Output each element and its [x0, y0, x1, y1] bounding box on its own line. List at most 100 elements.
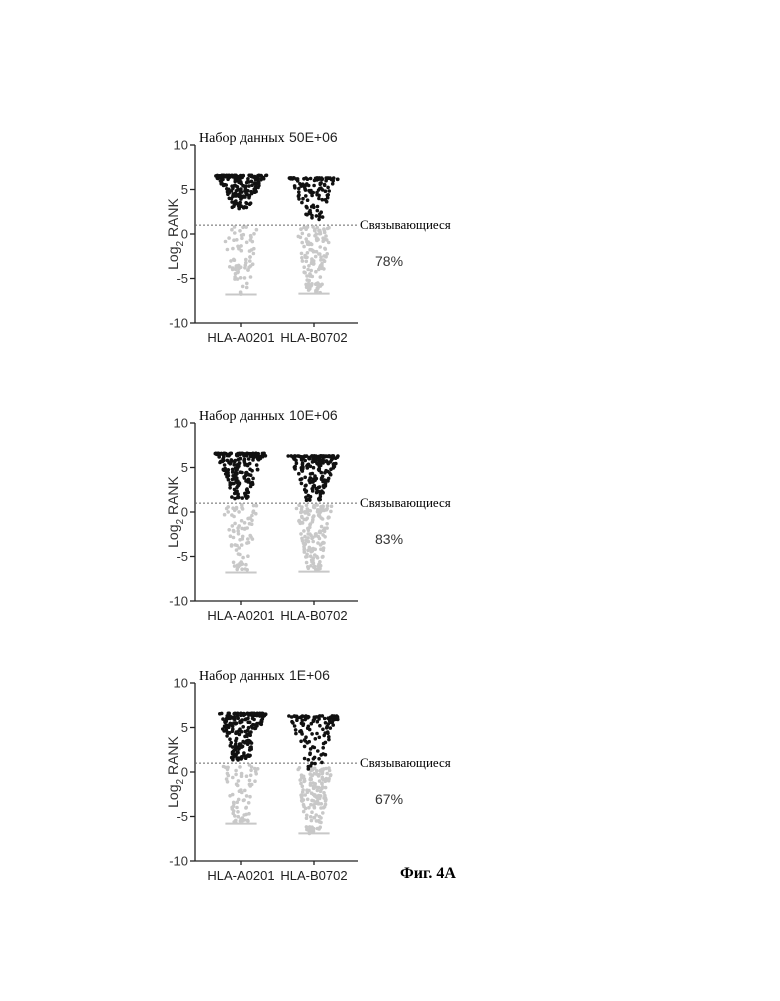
binder-point — [294, 728, 298, 732]
nonbinder-point — [326, 516, 330, 520]
binder-point — [246, 180, 250, 184]
binder-point — [233, 174, 237, 178]
binder-point — [246, 177, 250, 181]
binder-point — [251, 477, 255, 481]
y-tick-label: -5 — [176, 271, 188, 286]
binder-point — [239, 204, 243, 208]
nonbinder-point — [318, 779, 322, 783]
nonbinder-point — [244, 563, 248, 567]
nonbinder-point — [245, 774, 249, 778]
nonbinder-point — [307, 528, 311, 532]
binder-point — [319, 182, 323, 186]
binder-point — [234, 739, 238, 743]
nonbinder-point — [243, 521, 247, 525]
nonbinder-point — [239, 817, 243, 821]
nonbinder-point — [227, 236, 231, 240]
binder-point — [304, 484, 308, 488]
nonbinder-point — [232, 238, 236, 242]
nonbinder-point — [323, 259, 327, 263]
binder-point — [288, 177, 292, 181]
binder-point — [250, 725, 254, 729]
binder-point — [320, 455, 324, 459]
nonbinder-point — [234, 272, 238, 276]
nonbinder-point — [320, 542, 324, 546]
nonbinder-point — [322, 767, 326, 771]
nonbinder-point — [233, 509, 237, 513]
nonbinder-point — [310, 810, 314, 814]
nonbinder-point — [236, 810, 240, 814]
nonbinder-point — [325, 508, 329, 512]
binder-point — [297, 193, 301, 197]
binder-point — [316, 749, 320, 753]
binder-point — [246, 739, 250, 743]
nonbinder-point — [250, 783, 254, 787]
binder-point — [309, 472, 313, 476]
binder-point — [251, 455, 255, 459]
y-tick-label: 5 — [181, 460, 188, 475]
nonbinder-point — [227, 528, 231, 532]
nonbinder-point — [252, 252, 256, 256]
x-tick-label: HLA-A0201 — [207, 330, 274, 345]
nonbinder-point — [237, 552, 241, 556]
nonbinder-point — [311, 275, 315, 279]
nonbinder-point — [324, 803, 328, 807]
binder-point — [242, 475, 246, 479]
binder-point — [217, 454, 221, 458]
binder-point — [236, 751, 240, 755]
nonbinder-point — [246, 517, 250, 521]
nonbinder-point — [243, 527, 247, 531]
binder-point — [304, 194, 308, 198]
binder-point — [253, 175, 257, 179]
binder-point — [313, 756, 317, 760]
binder-point — [306, 198, 310, 202]
nonbinder-point — [305, 816, 309, 820]
nonbinder-point — [314, 255, 318, 259]
nonbinder-point — [242, 233, 246, 237]
nonbinder-point — [324, 799, 328, 803]
nonbinder-point — [232, 802, 236, 806]
binder-point — [238, 733, 242, 737]
binder-point — [299, 716, 303, 720]
binder-point — [235, 730, 239, 734]
binder-point — [253, 189, 257, 193]
nonbinder-point — [304, 255, 308, 259]
nonbinder-point — [223, 513, 227, 517]
binder-point — [314, 737, 318, 741]
binder-point — [321, 491, 325, 495]
binder-point — [247, 457, 251, 461]
binder-point — [307, 463, 311, 467]
binder-point — [317, 464, 321, 468]
binder-point — [296, 177, 300, 181]
nonbinder-point — [318, 512, 322, 516]
binder-point — [241, 195, 245, 199]
nonbinder-point — [313, 794, 317, 798]
nonbinder-point — [249, 235, 253, 239]
binder-point — [293, 456, 297, 460]
binder-point — [303, 738, 307, 742]
binder-point — [301, 723, 305, 727]
nonbinder-point — [240, 237, 244, 241]
nonbinder-point — [250, 522, 254, 526]
binder-point — [316, 720, 320, 724]
binder-point — [222, 459, 226, 463]
threshold-label: Связывающиеся — [360, 495, 451, 510]
binder-point — [324, 469, 328, 473]
binder-point — [306, 726, 310, 730]
nonbinder-point — [311, 536, 315, 540]
nonbinder-point — [305, 278, 309, 282]
binder-point — [325, 200, 329, 204]
binder-point — [317, 197, 321, 201]
panels: Набор данных50E+061050-5-10Log2 RANKHLA-… — [165, 129, 451, 883]
nonbinder-point — [241, 226, 245, 230]
nonbinder-point — [238, 538, 242, 542]
binder-point — [289, 454, 293, 458]
nonbinder-point — [325, 522, 329, 526]
nonbinder-point — [302, 518, 306, 522]
nonbinder-point — [235, 806, 239, 810]
binder-point — [298, 182, 302, 186]
nonbinder-point — [317, 562, 321, 566]
binder-point — [221, 717, 225, 721]
binder-point — [319, 186, 323, 190]
nonbinder-point — [252, 509, 256, 513]
